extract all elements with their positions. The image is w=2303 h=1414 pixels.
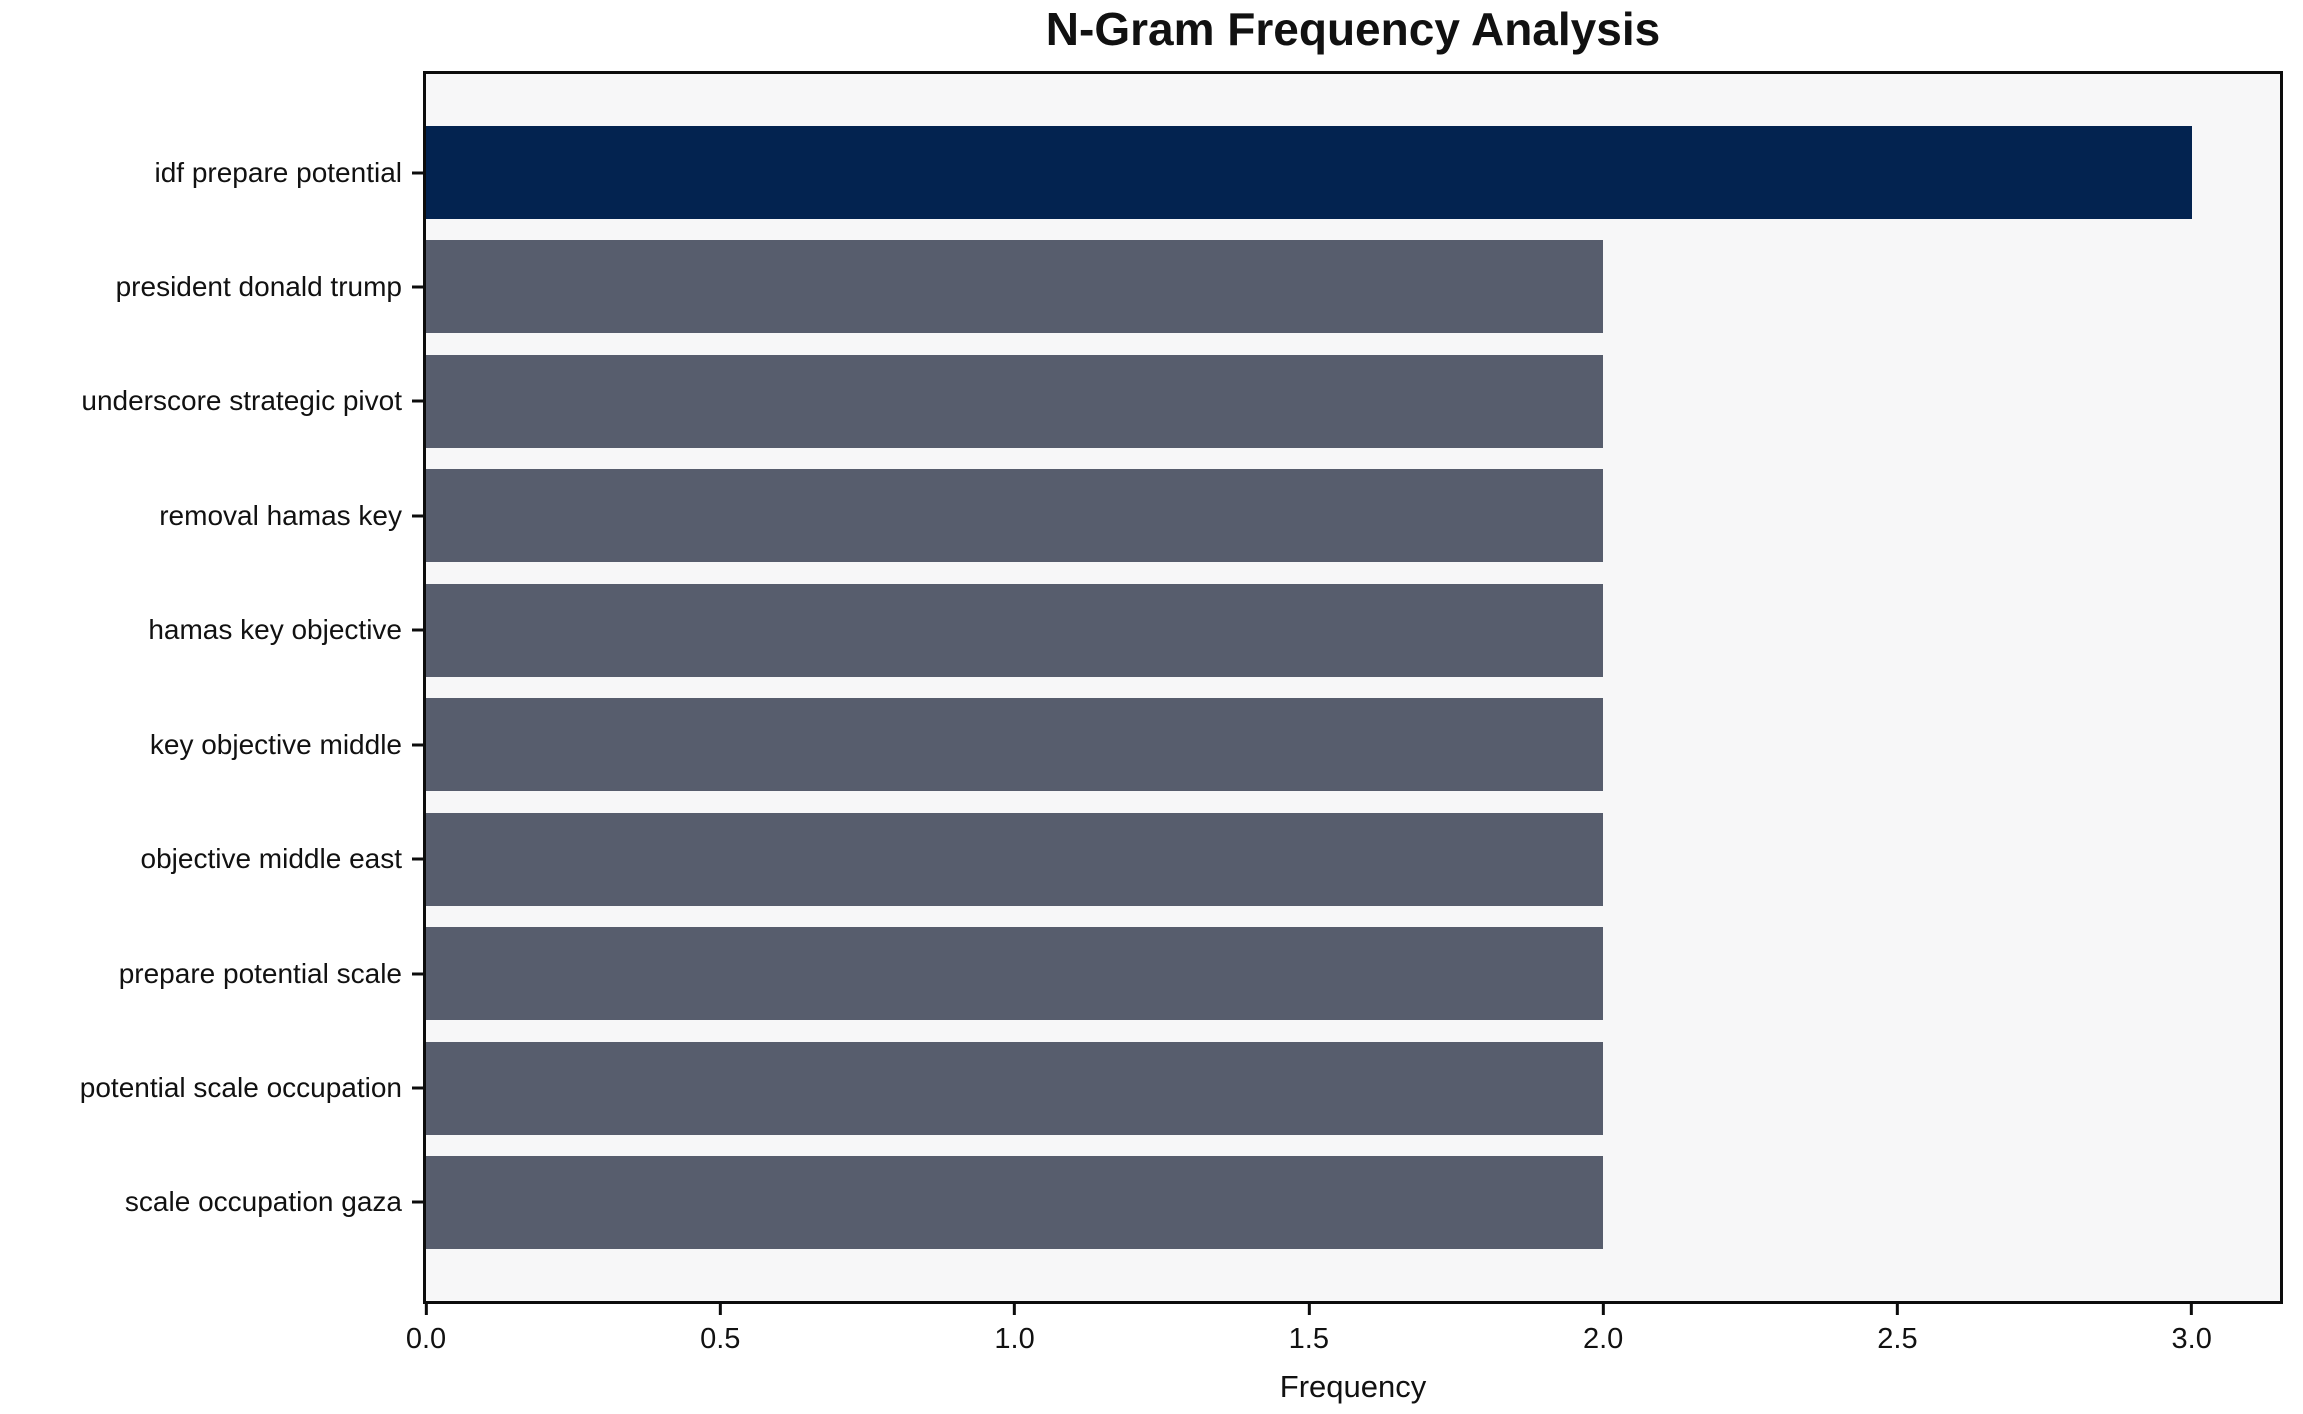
y-tick-label: prepare potential scale	[118, 957, 402, 989]
x-tick: 2.5	[1877, 1304, 1918, 1356]
bar	[426, 1155, 1604, 1249]
y-tick-mark	[412, 1200, 423, 1204]
x-tick-label: 2.0	[1582, 1323, 1624, 1355]
x-tick-mark	[1307, 1304, 1311, 1315]
x-tick-label: 3.0	[2171, 1323, 2212, 1355]
y-tick-label: key objective middle	[149, 728, 402, 760]
y-tick-mark	[412, 171, 423, 174]
bar-row: president donald trump	[116, 240, 2280, 334]
plot-area: idf prepare potential president donald t…	[80, 71, 2283, 1404]
y-tick-mark	[412, 1086, 423, 1090]
bar	[426, 354, 1604, 448]
x-axis-label: Frequency	[1279, 1369, 1427, 1404]
x-tick-label: 0.0	[405, 1323, 447, 1355]
bar-row: scale occupation gaza	[125, 1155, 2280, 1249]
bar-row: objective middle east	[141, 812, 2280, 906]
bar	[426, 698, 1604, 792]
x-axis-ticks: 0.0 0.5 1.0 1.5 2.0 2.5 3.0	[406, 1304, 2280, 1364]
y-tick-label: potential scale occupation	[79, 1072, 402, 1103]
y-tick-label: underscore strategic pivot	[81, 385, 402, 417]
y-tick-label: objective middle east	[140, 843, 402, 875]
x-tick-label: 2.5	[1877, 1323, 1918, 1355]
x-tick-mark	[1895, 1304, 1899, 1315]
x-tick: 2.0	[1583, 1304, 1623, 1356]
bar-row: idf prepare potential	[154, 126, 2280, 219]
bar-row: hamas key objective	[148, 583, 2280, 677]
y-tick-mark	[412, 514, 423, 518]
x-tick: 3.0	[2172, 1304, 2212, 1356]
bar	[426, 583, 1604, 677]
bar-row: removal hamas key	[159, 469, 2280, 563]
y-tick-mark	[412, 285, 423, 289]
bar	[426, 1041, 1604, 1135]
y-tick-mark	[412, 628, 423, 632]
bar	[426, 469, 1604, 563]
bar-row: underscore strategic pivot	[81, 354, 2280, 448]
x-tick: 1.0	[994, 1304, 1035, 1356]
y-tick-mark	[412, 743, 423, 747]
x-tick-mark	[2190, 1304, 2194, 1315]
bar-row: key objective middle	[150, 698, 2280, 792]
bar-row: prepare potential scale	[119, 927, 2280, 1021]
x-tick-mark	[718, 1304, 722, 1315]
chart-title: N-Gram Frequency Analysis	[1045, 3, 1661, 55]
y-tick-label: hamas key objective	[148, 614, 402, 646]
x-tick-mark	[424, 1304, 428, 1315]
x-tick-label: 1.0	[994, 1323, 1035, 1355]
x-tick-label: 0.5	[700, 1323, 741, 1355]
y-tick-label: removal hamas key	[159, 499, 402, 531]
y-tick-mark	[412, 972, 423, 976]
y-tick-label: idf prepare potential	[154, 156, 402, 188]
bar-rows: idf prepare potential president donald t…	[80, 74, 2280, 1301]
x-tick-label: 1.5	[1288, 1323, 1330, 1355]
y-tick-mark	[412, 399, 423, 403]
y-tick-label: scale occupation gaza	[124, 1186, 402, 1218]
y-tick-mark	[412, 857, 423, 861]
x-tick-mark	[1601, 1304, 1605, 1315]
x-tick-mark	[1013, 1304, 1017, 1315]
bar	[426, 126, 2192, 219]
bar	[426, 927, 1604, 1021]
y-tick-label: president donald trump	[115, 270, 402, 302]
x-tick: 0.5	[700, 1304, 740, 1356]
bar	[426, 812, 1604, 906]
bar-row: potential scale occupation	[80, 1041, 2280, 1135]
bar	[426, 240, 1604, 334]
x-tick: 0.0	[406, 1304, 446, 1356]
x-tick: 1.5	[1289, 1304, 1329, 1356]
